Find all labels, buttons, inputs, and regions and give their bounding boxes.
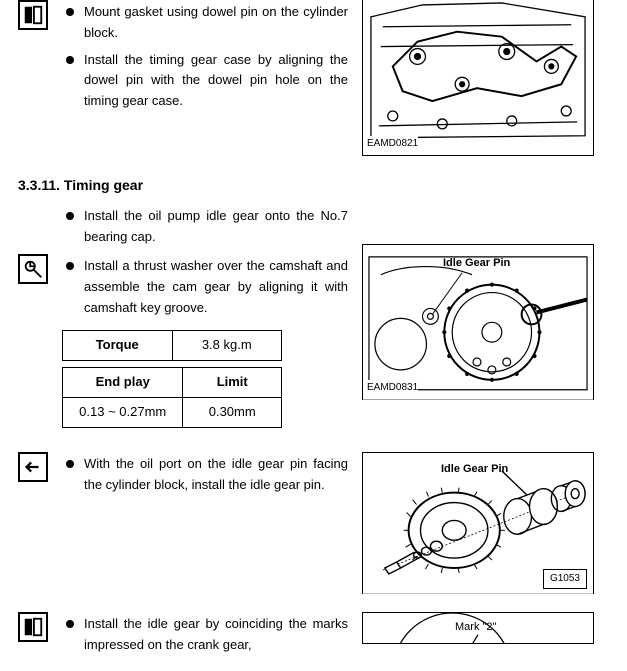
procedure-icon: [18, 0, 48, 30]
procedure-icon: [18, 612, 48, 642]
bullet-oil-port-install: With the oil port on the idle gear pin f…: [62, 454, 348, 496]
endplay-v2: 0.30mm: [183, 397, 282, 427]
figure-code-3: G1053: [543, 569, 587, 589]
endplay-h1: End play: [63, 368, 183, 398]
figure-idle-gear-exploded: Idle Gear Pin: [362, 452, 594, 594]
endplay-h2: Limit: [183, 368, 282, 398]
bullet-install-idle-gear: Install the idle gear by coinciding the …: [62, 614, 348, 656]
endplay-v1: 0.13 ~ 0.27mm: [63, 397, 183, 427]
callout-idle-gear-pin-1: Idle Gear Pin: [443, 255, 510, 273]
bullet-thrust-washer: Install a thrust washer over the camshaf…: [62, 256, 348, 318]
bullet-install-case: Install the timing gear case by aligning…: [62, 50, 348, 112]
arrow-left-icon: [18, 452, 48, 482]
torque-value: 3.8 kg.m: [172, 331, 282, 361]
callout-mark-2: Mark "2": [455, 619, 496, 637]
bullet-mount-gasket: Mount gasket using dowel pin on the cyli…: [62, 2, 348, 44]
wrench-icon: [18, 254, 48, 284]
section-title-3311: 3.3.11. Timing gear: [18, 174, 609, 196]
endplay-table: End play Limit 0.13 ~ 0.27mm 0.30mm: [62, 367, 282, 428]
figure-code-1: EAMD0821: [367, 136, 418, 152]
figure-idle-gear-pin: Idle Gear Pin: [362, 244, 594, 400]
torque-label: Torque: [63, 331, 173, 361]
bullet-oil-pump-idle-gear: Install the oil pump idle gear onto the …: [62, 206, 348, 248]
callout-idle-gear-pin-2: Idle Gear Pin: [441, 461, 508, 479]
figure-mark-2: Mark "2": [362, 612, 594, 644]
torque-table: Torque 3.8 kg.m: [62, 330, 282, 361]
figure-code-2: EAMD0831: [367, 380, 418, 396]
figure-timing-gear-case: EAMD0821: [362, 0, 594, 156]
